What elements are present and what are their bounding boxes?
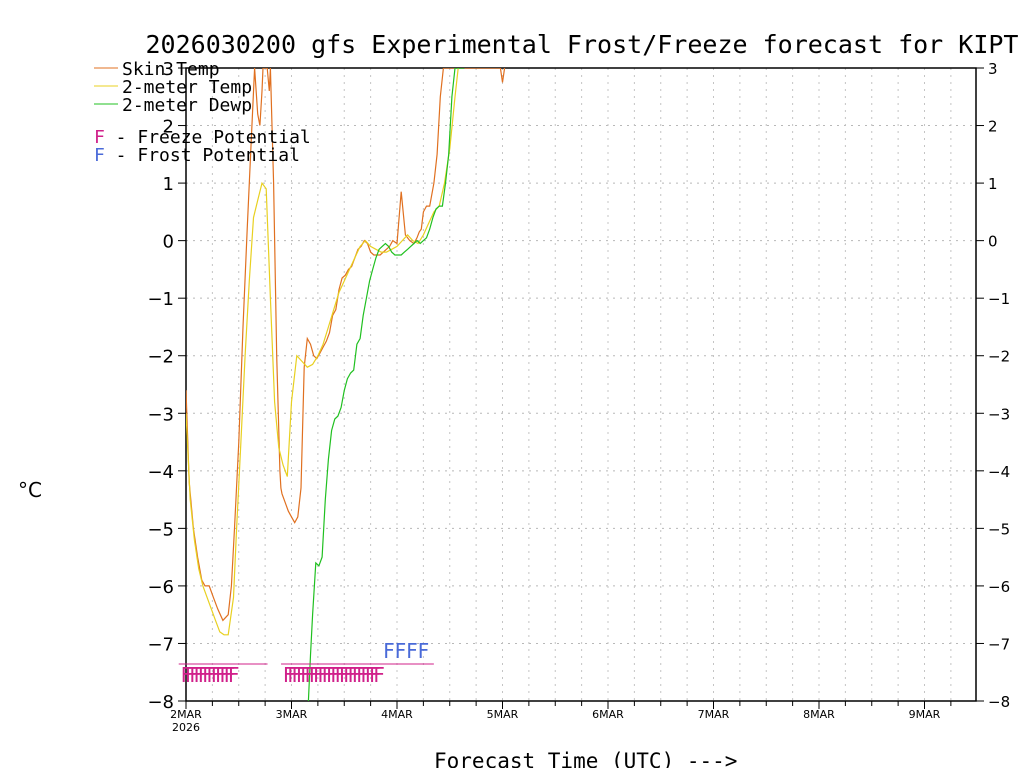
y-tick-label-right: −4 <box>988 463 1010 481</box>
legend-note-freeze-text: - Freeze Potential <box>105 127 311 148</box>
y-tick-label: 2 <box>163 117 174 138</box>
x-tick-label: 2MAR <box>170 708 202 721</box>
y-tick-label-right: −7 <box>988 635 1010 653</box>
x-tick-label: 3MAR <box>276 708 308 721</box>
y-tick-label-right: −8 <box>988 693 1010 711</box>
legend-note-frost: F - Frost Potential <box>94 145 300 166</box>
y-tick-label: −3 <box>147 404 174 425</box>
y-tick-label-right: −3 <box>988 405 1010 423</box>
y-tick-label-right: −1 <box>988 290 1010 308</box>
x-axis-label: Forecast Time (UTC) ---> <box>434 749 737 768</box>
y-tick-label: −7 <box>147 634 174 655</box>
y-tick-label: −2 <box>147 347 174 368</box>
y-tick-label: −8 <box>147 692 174 713</box>
y-tick-label-right: 2 <box>988 118 998 136</box>
y-tick-label: −5 <box>147 519 174 540</box>
x-tick-label: 6MAR <box>592 708 624 721</box>
y-axis-ticks: −8 −8 −7 −7 −6 −6 −5 −5 −4 −4 −3 −3 −2 −2 −1 −1 0 0 1 1 2 2 3 3 <box>147 59 1010 713</box>
marker-frost-run: FFFF <box>383 639 429 663</box>
y-tick-label-right: 3 <box>988 60 998 78</box>
frost-marker-swatch: F <box>94 145 105 166</box>
plot-frame <box>185 67 977 702</box>
y-tick-label: −1 <box>147 289 174 310</box>
y-tick-label-right: 0 <box>988 233 998 251</box>
legend: Skin Temp 2-meter Temp 2-meter Dewp F - … <box>94 59 311 166</box>
x-tick-sublabel: 2026 <box>172 721 200 734</box>
x-tick-label: 9MAR <box>909 708 941 721</box>
series-line-skin-temp <box>186 68 506 622</box>
legend-note-freeze: F - Freeze Potential <box>94 127 311 148</box>
x-tick-label: 7MAR <box>698 708 730 721</box>
x-tick-label: 4MAR <box>381 708 413 721</box>
y-tick-label: 0 <box>163 232 174 253</box>
x-tick-label: 5MAR <box>487 708 519 721</box>
marker-freeze-run-2: FFFFFFFFFFFFFFFFFFFFFF <box>283 663 384 687</box>
x-tick-label: 8MAR <box>803 708 835 721</box>
chart-title: 2026030200 gfs Experimental Frost/Freeze… <box>146 30 1019 59</box>
y-tick-label: 1 <box>163 174 174 195</box>
series-line-2-meter-temp <box>186 68 459 636</box>
y-axis-label: °C <box>18 478 42 502</box>
y-tick-label-right: −5 <box>988 520 1010 538</box>
freeze-marker-swatch: F <box>94 127 105 148</box>
y-tick-label: 3 <box>163 59 174 80</box>
y-tick-label-right: −2 <box>988 348 1010 366</box>
legend-note-frost-text: - Frost Potential <box>105 145 300 166</box>
y-tick-label: −4 <box>147 462 174 483</box>
legend-label-skin-temp: Skin Temp <box>122 59 220 80</box>
grid-lines <box>185 68 976 701</box>
y-tick-label: −6 <box>147 577 174 598</box>
legend-label-2m-dewp: 2-meter Dewp <box>122 95 252 116</box>
y-tick-label-right: 1 <box>988 175 998 193</box>
series-line-2-meter-dewp <box>307 68 465 701</box>
data-series <box>186 68 506 701</box>
y-tick-label-right: −6 <box>988 578 1010 596</box>
marker-freeze-run-1: FFFFFFFFFFFF <box>181 663 239 687</box>
legend-label-2m-temp: 2-meter Temp <box>122 77 252 98</box>
